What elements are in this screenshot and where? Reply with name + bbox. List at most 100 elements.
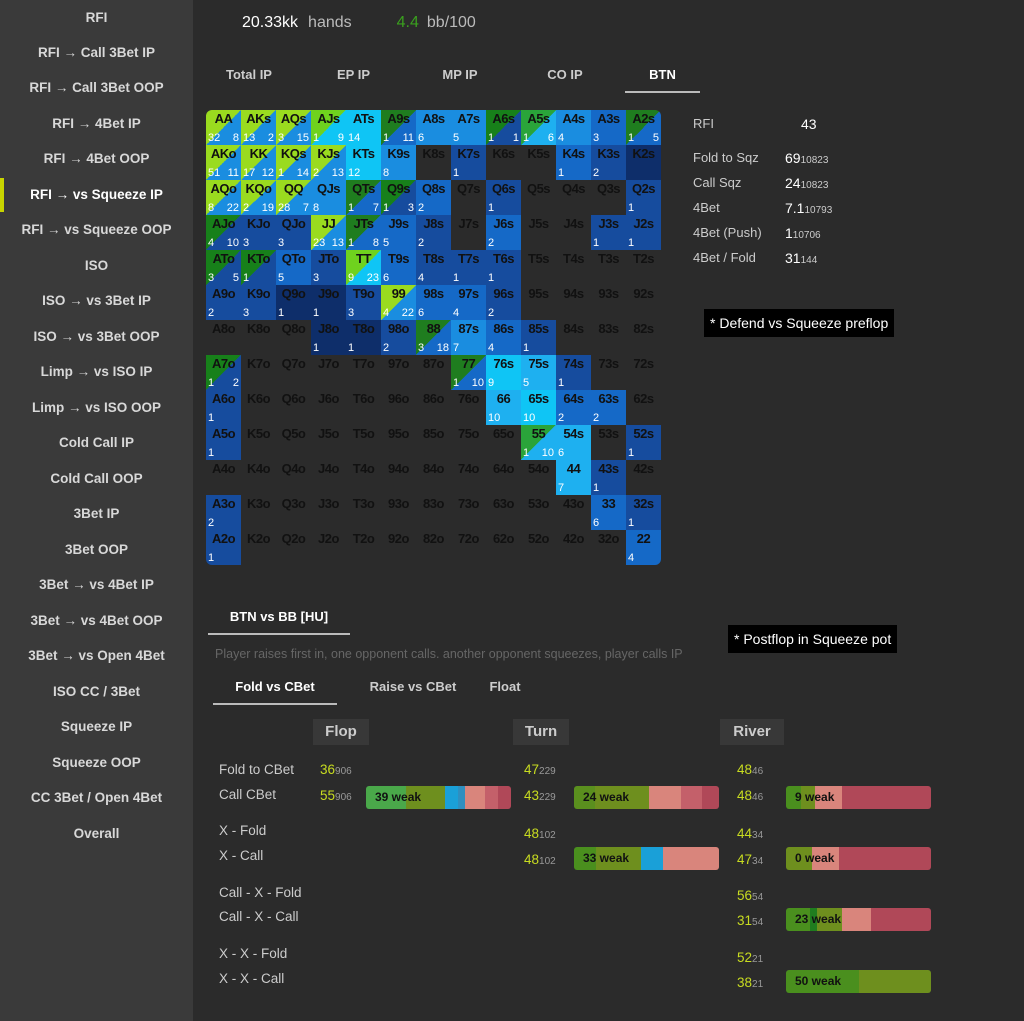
range-cell[interactable]: Q5o [276,425,311,460]
range-cell[interactable]: T5s [521,250,556,285]
range-cell[interactable]: AJs 1 9 [311,110,346,145]
range-cell[interactable]: KTo 1 [241,250,276,285]
range-cell[interactable]: T5o [346,425,381,460]
range-cell[interactable]: K5s [521,145,556,180]
range-cell[interactable]: T6s 1 [486,250,521,285]
range-cell[interactable]: 72o [451,530,486,565]
sidebar-item[interactable]: RFI → 4Bet IP [52,116,141,131]
range-cell[interactable]: JTo 3 [311,250,346,285]
range-cell[interactable]: A8o [206,320,241,355]
sidebar-item[interactable]: ISO → vs 3Bet IP [42,293,151,308]
range-cell[interactable]: A2o 1 [206,530,241,565]
range-cell[interactable]: A7o 1 2 [206,355,241,390]
range-cell[interactable]: K4s 1 [556,145,591,180]
range-cell[interactable]: A5s 1 6 [521,110,556,145]
range-cell[interactable]: A2s 1 5 [626,110,661,145]
range-cell[interactable]: J7o [311,355,346,390]
range-cell[interactable]: J9o 1 [311,285,346,320]
range-cell[interactable]: AQs 3 15 [276,110,311,145]
range-cell[interactable]: T6o [346,390,381,425]
range-cell[interactable]: K8s [416,145,451,180]
range-cell[interactable]: J6o [311,390,346,425]
range-cell[interactable]: ATo 3 5 [206,250,241,285]
range-cell[interactable]: J5o [311,425,346,460]
range-cell[interactable]: 66 10 [486,390,521,425]
range-cell[interactable]: A4o [206,460,241,495]
range-cell[interactable]: 63s 2 [591,390,626,425]
tab-postflop[interactable]: Raise vs CBet [369,679,457,694]
range-cell[interactable]: 85s 1 [521,320,556,355]
tab-postflop[interactable]: Fold vs CBet [213,679,337,705]
range-cell[interactable]: 62o [486,530,521,565]
range-cell[interactable]: KTs 12 [346,145,381,180]
tab-position[interactable]: EP IP [336,67,370,82]
sidebar-item[interactable]: ISO CC / 3Bet [52,684,141,699]
range-cell[interactable]: Q9s 1 3 [381,180,416,215]
sidebar-item[interactable]: RFI → vs Squeeze IP [0,178,193,212]
range-cell[interactable]: 53o [521,495,556,530]
sidebar-item[interactable]: Overall [73,826,120,841]
range-cell[interactable]: 86s 4 [486,320,521,355]
range-cell[interactable]: 97s 4 [451,285,486,320]
range-cell[interactable]: T8o 1 [346,320,381,355]
range-cell[interactable]: 96s 2 [486,285,521,320]
range-cell[interactable]: Q2s 1 [626,180,661,215]
range-cell[interactable]: A6s 1 1 [486,110,521,145]
range-cell[interactable]: 95o [381,425,416,460]
range-cell[interactable]: 54s 6 [556,425,591,460]
range-cell[interactable]: J2o [311,530,346,565]
range-cell[interactable]: J3s 1 [591,215,626,250]
range-cell[interactable]: 99 4 22 [381,285,416,320]
range-cell[interactable]: A3o 2 [206,495,241,530]
sidebar-item[interactable]: 3Bet → vs 4Bet OOP [30,613,163,628]
range-cell[interactable]: 87s 7 [451,320,486,355]
range-cell[interactable]: J3o [311,495,346,530]
tab-position[interactable]: BTN [625,67,700,93]
range-cell[interactable]: 54o [521,460,556,495]
range-cell[interactable]: K9s 8 [381,145,416,180]
range-cell[interactable]: J5s [521,215,556,250]
range-cell[interactable]: 94s [556,285,591,320]
range-cell[interactable]: Q3s [591,180,626,215]
range-cell[interactable]: K2o [241,530,276,565]
range-cell[interactable]: J7s [451,215,486,250]
range-cell[interactable]: 42o [556,530,591,565]
hand-strength-bar[interactable]: 50 weak [786,970,931,993]
tab-position[interactable]: CO IP [547,67,583,82]
range-cell[interactable]: AA 32 8 [206,110,241,145]
range-cell[interactable]: 53s [591,425,626,460]
hand-strength-bar[interactable]: 9 weak [786,786,931,809]
hand-strength-bar[interactable]: 24 weak [574,786,719,809]
range-cell[interactable]: K3o [241,495,276,530]
range-cell[interactable]: T4s [556,250,591,285]
sidebar-item[interactable]: Cold Call IP [58,435,134,450]
range-cell[interactable]: ATs 14 [346,110,381,145]
range-cell[interactable]: 32o [591,530,626,565]
range-cell[interactable]: 85o [416,425,451,460]
range-cell[interactable]: T4o [346,460,381,495]
range-cell[interactable]: A5o 1 [206,425,241,460]
range-cell[interactable]: A4s 4 [556,110,591,145]
range-cell[interactable]: A9o 2 [206,285,241,320]
range-cell[interactable]: 98o 2 [381,320,416,355]
range-cell[interactable]: 93o [381,495,416,530]
hand-strength-bar[interactable]: 23 weak [786,908,931,931]
sidebar-item[interactable]: RFI → Call 3Bet IP [37,45,156,60]
range-cell[interactable]: 63o [486,495,521,530]
range-cell[interactable]: 52s 1 [626,425,661,460]
range-cell[interactable]: 88 3 18 [416,320,451,355]
range-cell[interactable]: J8s 2 [416,215,451,250]
range-cell[interactable]: 52o [521,530,556,565]
range-cell[interactable]: KQo 2 19 [241,180,276,215]
range-cell[interactable]: QJo 3 [276,215,311,250]
range-cell[interactable]: J8o 1 [311,320,346,355]
range-cell[interactable]: 64o [486,460,521,495]
range-cell[interactable]: Q6s 1 [486,180,521,215]
range-cell[interactable]: 73s [591,355,626,390]
range-cell[interactable]: K3s 2 [591,145,626,180]
range-cell[interactable]: 77 1 10 [451,355,486,390]
sidebar-item[interactable]: ISO → vs 3Bet OOP [33,329,160,344]
range-cell[interactable]: 83o [416,495,451,530]
range-cell[interactable]: Q6o [276,390,311,425]
range-cell[interactable]: T7o [346,355,381,390]
